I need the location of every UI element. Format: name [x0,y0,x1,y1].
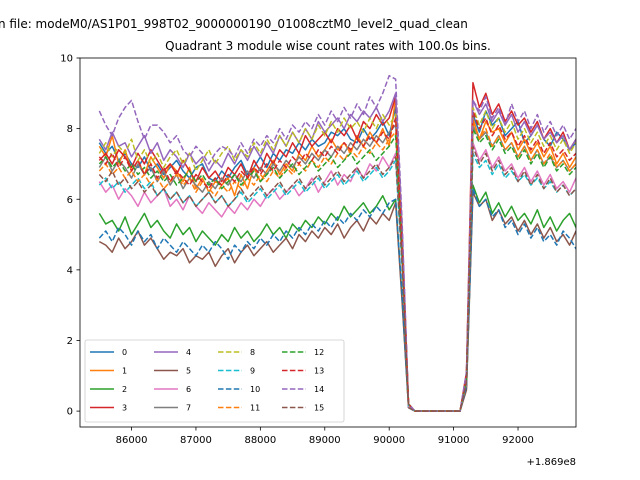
y-axis: 0 2 4 6 8 10 [60,54,80,418]
figure-suptitle: n file: modeM0/AS1P01_998T02_9000000190_… [0,17,468,31]
chart-title: Quadrant 3 module wise count rates with … [165,39,491,53]
series-line-15 [98,145,576,412]
legend-label-8: 8 [250,348,255,357]
legend-label-3: 3 [122,404,127,413]
legend-label-5: 5 [186,367,191,376]
legend-label-4: 4 [186,348,191,357]
legend-label-2: 2 [122,385,127,394]
series-line-0 [98,106,576,412]
legend-label-13: 13 [314,367,324,376]
series-line-14 [98,74,576,412]
x-tick-label: 89000 [309,435,341,446]
y-tick-label: 2 [67,336,73,347]
x-tick-label: 90000 [373,435,405,446]
legend-label-1: 1 [122,367,127,376]
legend-label-7: 7 [186,404,191,413]
series-line-11 [98,120,576,412]
series-line-5 [98,191,576,412]
x-tick-label: 87000 [180,435,212,446]
y-tick-label: 4 [67,265,73,276]
x-axis: 86000 87000 88000 89000 90000 91000 92000 [116,427,534,446]
x-tick-label: 86000 [116,435,148,446]
y-tick-label: 0 [67,407,73,418]
series-line-8 [98,106,576,412]
series-line-9 [98,152,576,412]
legend-label-9: 9 [250,367,255,376]
series-line-4 [98,92,576,412]
legend-label-14: 14 [314,385,324,394]
legend-label-6: 6 [186,385,191,394]
legend-label-12: 12 [314,348,324,357]
legend-label-15: 15 [314,404,324,413]
series-line-12 [98,127,576,412]
legend-label-10: 10 [250,385,260,394]
legend-box [84,339,345,423]
series-line-2 [98,184,576,412]
x-axis-offset-label: +1.869e8 [526,457,576,468]
y-tick-label: 10 [60,54,73,65]
y-tick-label: 8 [67,124,73,135]
legend-label-11: 11 [250,404,260,413]
axes-frame [79,57,577,428]
x-tick-label: 92000 [502,435,534,446]
x-tick-label: 88000 [244,435,276,446]
x-tick-label: 91000 [438,435,470,446]
legend-label-0: 0 [122,348,127,357]
y-tick-label: 6 [67,195,73,206]
series-line-13 [98,110,576,412]
